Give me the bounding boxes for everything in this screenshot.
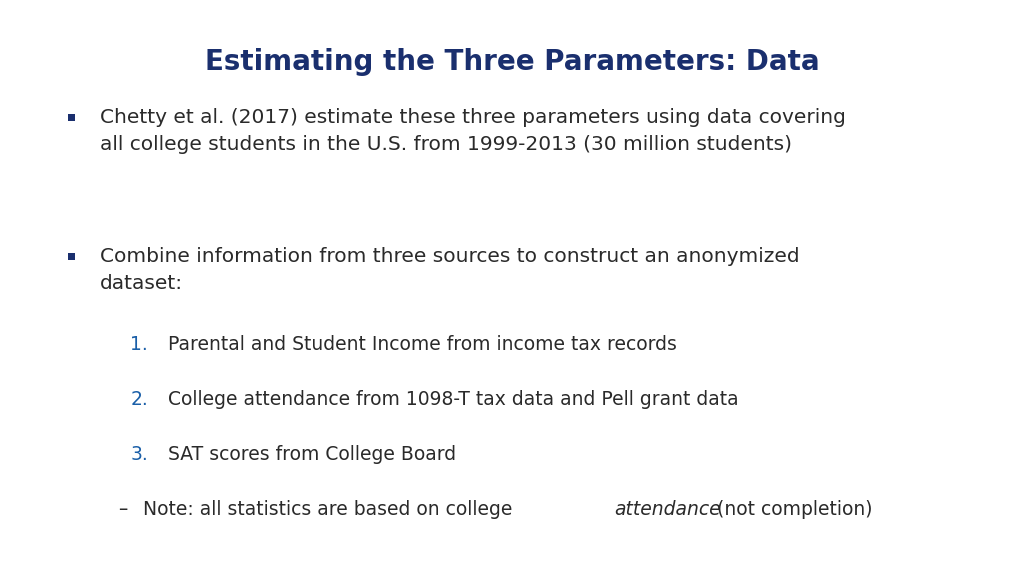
Text: 3.: 3. (130, 445, 148, 464)
Text: Chetty et al. (2017) estimate these three parameters using data covering: Chetty et al. (2017) estimate these thre… (100, 108, 846, 127)
Text: Note: all statistics are based on college: Note: all statistics are based on colleg… (143, 500, 518, 519)
Bar (68, 114, 75, 121)
Text: 1.: 1. (130, 335, 148, 354)
Text: Estimating the Three Parameters: Data: Estimating the Three Parameters: Data (205, 48, 819, 76)
Text: College attendance from 1098-T tax data and Pell grant data: College attendance from 1098-T tax data … (168, 390, 738, 409)
Text: Parental and Student Income from income tax records: Parental and Student Income from income … (168, 335, 677, 354)
Text: –: – (118, 500, 127, 519)
Text: Combine information from three sources to construct an anonymized: Combine information from three sources t… (100, 247, 800, 266)
Text: dataset:: dataset: (100, 274, 183, 293)
Text: 2.: 2. (130, 390, 148, 409)
Bar (68, 253, 75, 260)
Text: all college students in the U.S. from 1999-2013 (30 million students): all college students in the U.S. from 19… (100, 135, 792, 154)
Text: SAT scores from College Board: SAT scores from College Board (168, 445, 456, 464)
Text: attendance: attendance (614, 500, 721, 519)
Text: (not completion): (not completion) (711, 500, 872, 519)
